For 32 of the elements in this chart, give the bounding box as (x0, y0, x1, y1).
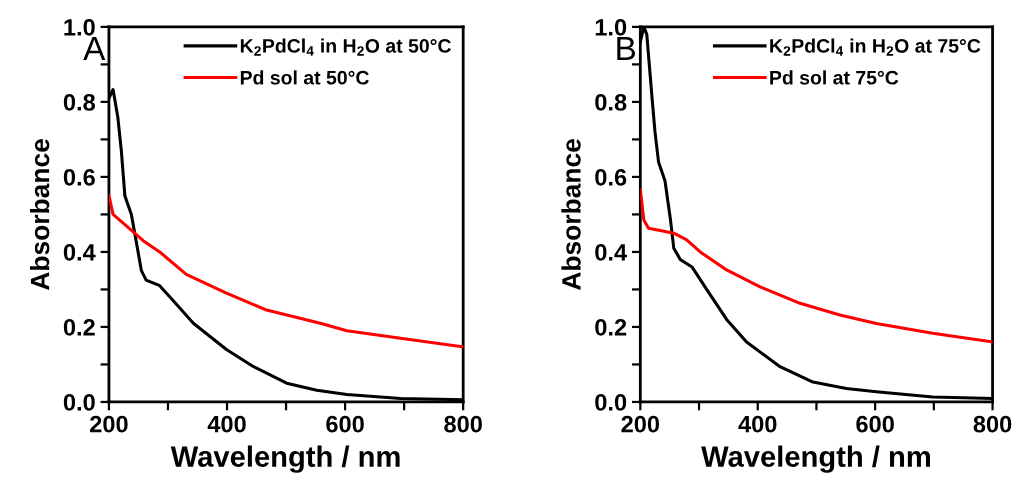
legend-label: Pd sol at 75°C (770, 70, 899, 85)
y-tick-label: 0.2 (595, 319, 627, 336)
legend-label: K$_{2}$PdCl$_{4}$ in H$_{2}$O at 75°C (770, 38, 981, 56)
text: 1.0 (64, 18, 95, 36)
text: A (83, 36, 106, 60)
text: 0.0 (63, 394, 95, 411)
y-tick-label: 0.6 (595, 168, 627, 186)
x-tick-label: 800 (444, 415, 482, 433)
legend-label: K$_{2}$PdCl$_{4}$ in H$_{2}$O at 50°C (240, 38, 451, 56)
y-tick-label: 0.8 (595, 93, 627, 111)
x-tick-label: 600 (856, 415, 894, 433)
y-tick-label: 0.8 (63, 93, 96, 111)
text: B (617, 36, 636, 60)
x-tick-label: 600 (326, 415, 364, 433)
x-tick-label: 400 (207, 415, 246, 433)
text: 0.0 (595, 394, 627, 411)
y-tick-label: 0.4 (595, 244, 627, 261)
y-axis-title: Absorbance (561, 139, 581, 291)
y-tick-label: 0.4 (63, 244, 96, 261)
x-tick-label: 200 (90, 415, 128, 433)
legend-label: Pd sol at 50°C (240, 70, 369, 85)
x-axis-title: Wavelength / nm (701, 445, 930, 473)
y-tick-label: 0.2 (63, 319, 95, 336)
x-tick-label: 200 (621, 415, 660, 433)
line-series (640, 188, 993, 344)
x-tick-label: 400 (738, 415, 777, 433)
x-tick-label: 800 (973, 415, 1012, 433)
line-series (108, 194, 464, 349)
x-axis-title: Wavelength / nm (170, 445, 400, 473)
y-axis-title: Absorbance (29, 139, 50, 291)
y-tick-label: 0.6 (63, 168, 95, 186)
text: 1.0 (595, 18, 627, 36)
